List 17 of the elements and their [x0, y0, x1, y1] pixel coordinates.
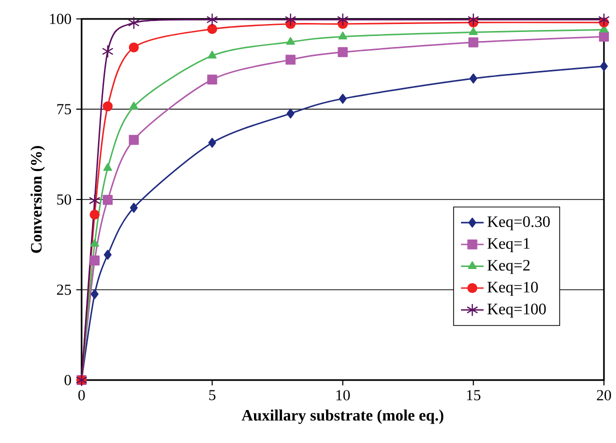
legend-label: Keq=1	[487, 238, 530, 252]
y-tick-label: 25	[57, 284, 71, 296]
x-tick-label: 20	[596, 390, 611, 400]
x-tick-label: 0	[78, 390, 85, 400]
x-tick-label: 15	[467, 390, 480, 400]
y-tick-label: 0	[64, 375, 72, 386]
y-tick-label: 75	[57, 104, 71, 114]
x-tick-label: 5	[209, 390, 216, 400]
x-axis-title: Auxillary substrate (mole eq.)	[242, 410, 444, 424]
legend-label: Keq=2	[487, 260, 530, 274]
legend-label: Keq=0.30	[487, 216, 550, 230]
y-tick-label: 50	[57, 194, 72, 205]
x-tick-label: 10	[336, 390, 350, 400]
y-tick-label: 100	[50, 14, 72, 24]
legend-label: Keq=10	[487, 282, 538, 296]
y-axis-title: Conversion (%)	[30, 146, 45, 254]
legend-label: Keq=100	[487, 304, 546, 318]
